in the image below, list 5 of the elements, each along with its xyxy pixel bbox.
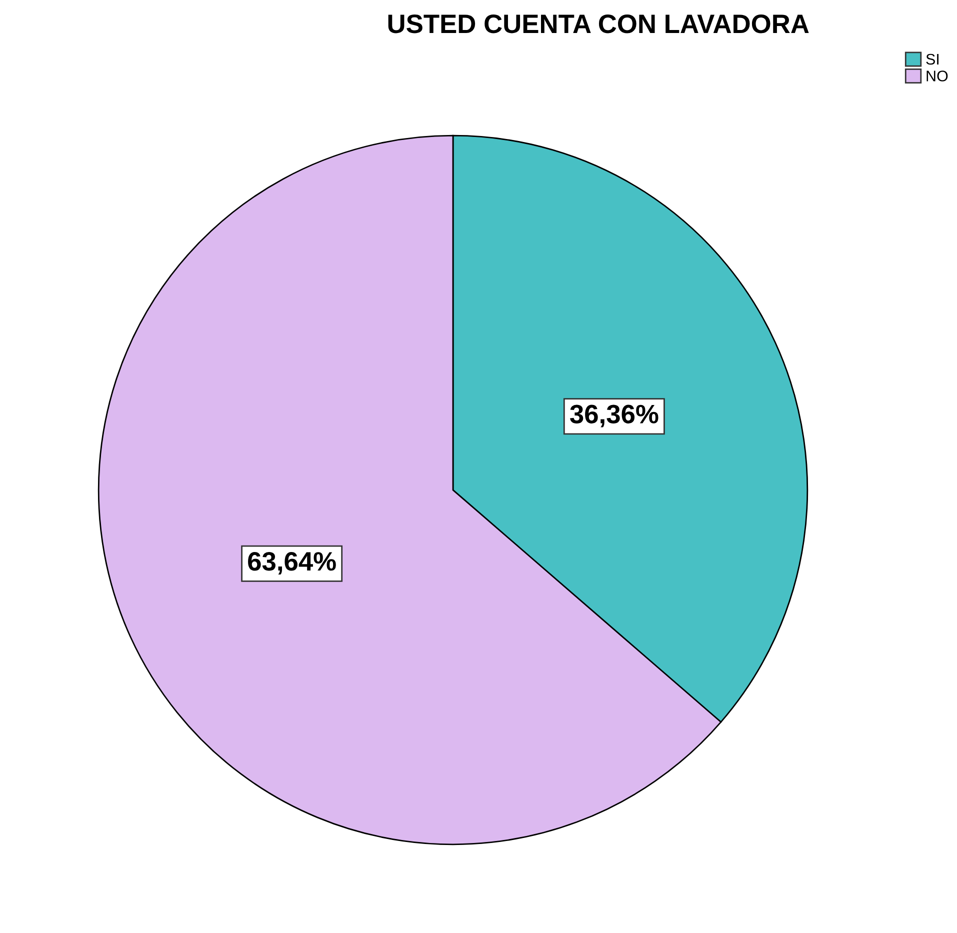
chart-title: USTED CUENTA CON LAVADORA: [388, 14, 809, 34]
data-label: 63,64%: [248, 552, 336, 575]
data-label: 36,36%: [570, 404, 658, 428]
legend-label: NO: [926, 70, 948, 82]
legend-label: SI: [926, 54, 939, 65]
